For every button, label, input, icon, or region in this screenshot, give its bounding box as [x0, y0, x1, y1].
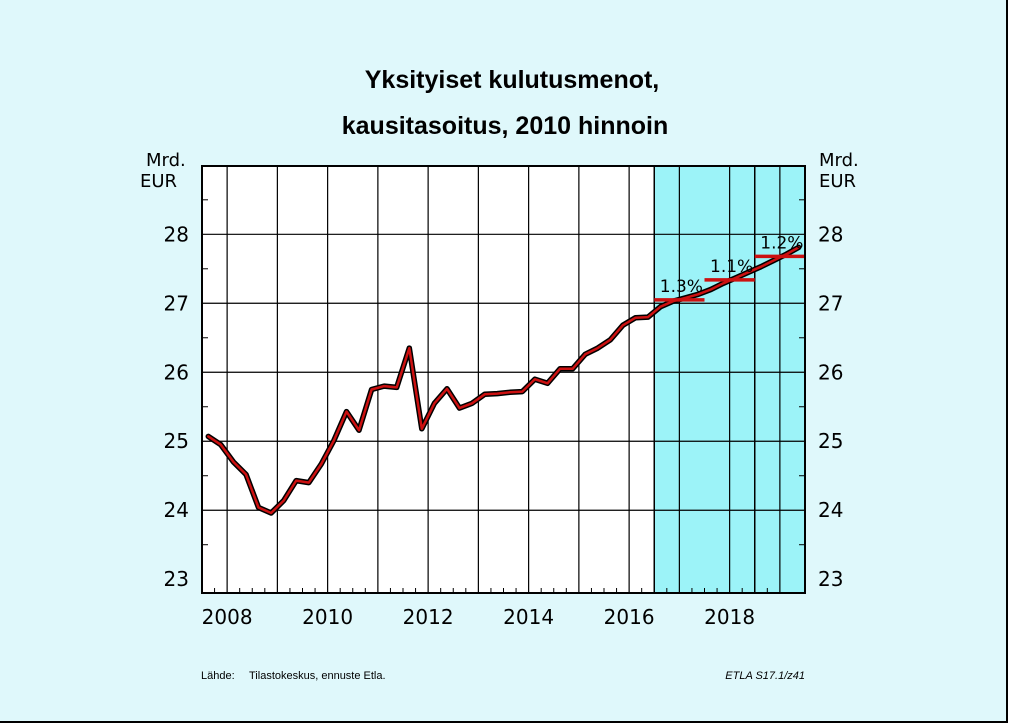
x-tick-label: 2018	[704, 605, 755, 629]
y-tick-label-right: 27	[818, 291, 843, 315]
chart-svg: Yksityiset kulutusmenot, kausitasoitus, …	[140, 66, 859, 682]
y-tick-label-left: 23	[164, 567, 189, 591]
y-tick-label-right: 26	[818, 360, 843, 384]
right-unit-line-2: EUR	[819, 171, 856, 192]
annual-growth-label: 1.1%	[710, 257, 753, 277]
x-tick-label: 2012	[403, 605, 454, 629]
source-label: Lähde:	[201, 670, 235, 682]
annual-growth-label: 1.2%	[760, 233, 803, 253]
chart-title-line-2: kausitasoitus, 2010 hinnoin	[342, 112, 668, 140]
left-unit-line-1: Mrd.	[146, 150, 186, 171]
y-tick-label-left: 24	[164, 498, 189, 522]
x-tick-label: 2014	[503, 605, 554, 629]
source-text: Tilastokeskus, ennuste Etla.	[249, 670, 386, 682]
series-line	[207, 246, 800, 515]
annual-growth-label: 1.3%	[660, 277, 703, 297]
x-tick-label: 2016	[604, 605, 655, 629]
y-tick-label-right: 24	[818, 498, 843, 522]
y-tick-label-left: 25	[164, 429, 189, 453]
plot-area: 23 23 24 24 25 25 26 26 27 27 28 28 2008 2010 2012 2014…	[164, 165, 843, 629]
y-tick-label-left: 28	[164, 222, 189, 246]
right-unit-line-1: Mrd.	[819, 150, 859, 171]
chart-code: ETLA S17.1/z41	[725, 670, 805, 682]
x-tick-label: 2010	[302, 605, 353, 629]
plot-border	[201, 165, 806, 594]
y-tick-label-right: 28	[818, 222, 843, 246]
x-tick-label: 2008	[202, 605, 253, 629]
chart-title-line-1: Yksityiset kulutusmenot,	[365, 66, 660, 94]
y-tick-label-right: 25	[818, 429, 843, 453]
left-unit-line-2: EUR	[140, 171, 177, 192]
y-tick-label-right: 23	[818, 567, 843, 591]
y-tick-label-left: 27	[164, 291, 189, 315]
y-tick-label-left: 26	[164, 360, 189, 384]
